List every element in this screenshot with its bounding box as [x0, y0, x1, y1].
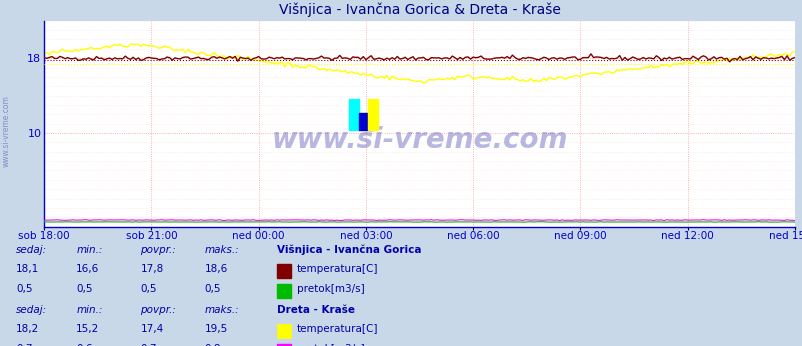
Text: temperatura[C]: temperatura[C]: [297, 324, 378, 334]
Text: sedaj:: sedaj:: [16, 245, 47, 255]
Text: pretok[m3/s]: pretok[m3/s]: [297, 344, 364, 346]
Text: 17,4: 17,4: [140, 324, 164, 334]
FancyBboxPatch shape: [367, 99, 377, 130]
Text: 0,8: 0,8: [205, 344, 221, 346]
Bar: [277, 264, 291, 279]
Text: 0,5: 0,5: [16, 284, 33, 294]
Text: Višnjica - Ivančna Gorica: Višnjica - Ivančna Gorica: [277, 245, 421, 255]
Text: 0,5: 0,5: [140, 284, 157, 294]
Text: pretok[m3/s]: pretok[m3/s]: [297, 284, 364, 294]
FancyBboxPatch shape: [358, 113, 372, 130]
Text: 15,2: 15,2: [76, 324, 99, 334]
Text: 18,6: 18,6: [205, 264, 228, 274]
Text: www.si-vreme.com: www.si-vreme.com: [271, 126, 567, 154]
Text: temperatura[C]: temperatura[C]: [297, 264, 378, 274]
Text: povpr.:: povpr.:: [140, 304, 176, 315]
Text: maks.:: maks.:: [205, 304, 239, 315]
Text: 18,2: 18,2: [16, 324, 39, 334]
Text: sedaj:: sedaj:: [16, 304, 47, 315]
Text: 17,8: 17,8: [140, 264, 164, 274]
Text: min.:: min.:: [76, 304, 103, 315]
Text: 0,5: 0,5: [205, 284, 221, 294]
Text: 0,7: 0,7: [140, 344, 157, 346]
Text: min.:: min.:: [76, 245, 103, 255]
Text: 16,6: 16,6: [76, 264, 99, 274]
Text: 19,5: 19,5: [205, 324, 228, 334]
Text: 0,7: 0,7: [16, 344, 33, 346]
Text: Dreta - Kraše: Dreta - Kraše: [277, 304, 354, 315]
Text: www.si-vreme.com: www.si-vreme.com: [2, 95, 11, 167]
Bar: [277, 324, 291, 338]
Text: povpr.:: povpr.:: [140, 245, 176, 255]
Text: 0,6: 0,6: [76, 344, 93, 346]
Text: maks.:: maks.:: [205, 245, 239, 255]
Text: 18,1: 18,1: [16, 264, 39, 274]
Bar: [277, 344, 291, 346]
Title: Višnjica - Ivančna Gorica & Dreta - Kraše: Višnjica - Ivančna Gorica & Dreta - Kraš…: [278, 2, 560, 17]
Text: 0,5: 0,5: [76, 284, 93, 294]
FancyBboxPatch shape: [349, 99, 358, 130]
Bar: [277, 284, 291, 298]
